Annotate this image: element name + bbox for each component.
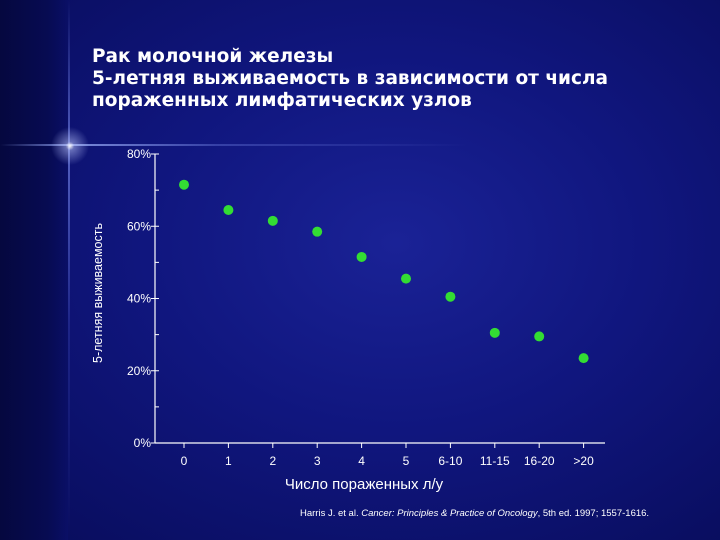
data-point [489,327,500,338]
source-authors: Harris J. et al. [300,508,362,519]
x-tick-label: 5 [403,454,410,468]
chart-axes [154,154,605,444]
data-point [401,273,411,284]
x-axis-label: Число пораженных л/у [285,476,444,493]
data-point [534,331,545,342]
x-tick-label: 11-15 [480,454,510,468]
slide-title: Рак молочной железы 5-летняя выживаемост… [92,46,608,112]
y-axis-label: 5-летняя выживаемость [91,223,105,363]
source-citation: Harris J. et al. Cancer: Principles & Pr… [300,508,649,519]
x-tick-label: 1 [225,454,232,468]
y-tick-label: 0% [134,436,152,450]
data-point [578,353,589,364]
data-point [312,226,323,237]
source-edition: , 5th ed. 1997; 1557-1616. [537,508,650,519]
x-tick-label: 3 [314,454,321,468]
source-book-title: Cancer: Principles & Practice of Oncolog… [361,508,538,519]
x-tick-label: 4 [358,454,365,468]
chart-ticks [151,153,585,448]
x-tick-label: >20 [573,454,594,468]
y-tick-label: 40% [127,292,151,306]
x-tick-label: 2 [269,454,276,468]
y-tick-label: 80% [127,147,151,161]
data-point [356,251,367,262]
x-tick-label: 6-10 [438,454,462,468]
vertical-light-line [68,0,70,540]
left-dark-band [0,0,68,540]
y-tick-label: 20% [127,364,151,378]
x-tick-label: 16-20 [524,454,555,468]
title-line-1: Рак молочной железы [92,46,334,67]
chart-tick-labels: 0% 20% 40% 60% 80% 0 1 2 3 4 5 6-10 11-15 16-20 >20 [127,147,594,468]
data-point [445,291,456,302]
chart-points [179,179,589,364]
sparkle-icon [40,116,100,176]
y-tick-label: 60% [127,219,151,233]
title-line-2: 5-летняя выживаемость в зависимости от ч… [92,68,608,89]
data-point [223,204,234,215]
data-point [179,179,189,190]
x-tick-label: 0 [181,454,188,468]
title-line-3: пораженных лимфатических узлов [92,90,472,111]
data-point [267,215,278,226]
horizontal-light-line [0,144,720,146]
